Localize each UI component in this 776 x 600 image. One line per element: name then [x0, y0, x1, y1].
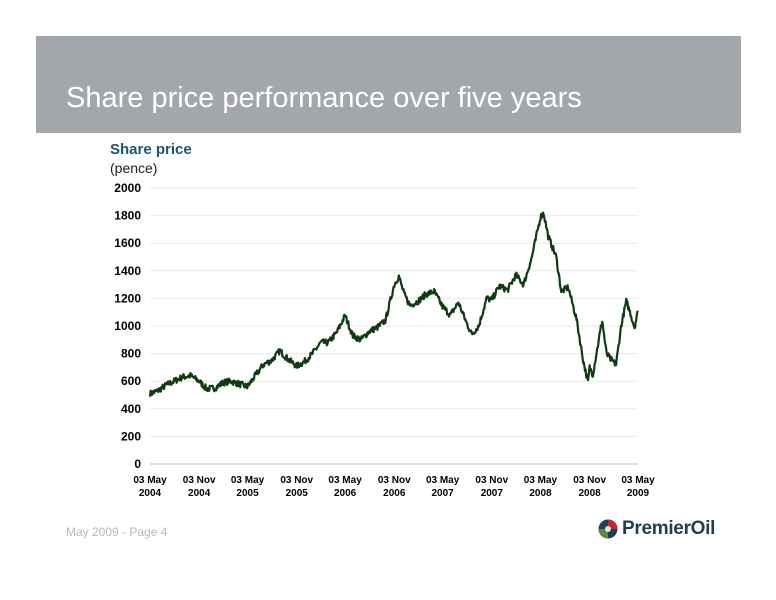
x-tick-label: 03 Nov 2007: [475, 475, 508, 499]
share-price-line: [148, 211, 639, 397]
y-tick-label: 1000: [114, 319, 141, 333]
y-tick-label: 200: [121, 429, 141, 443]
x-tick-label: 03 Nov 2008: [573, 475, 606, 499]
x-tick-label: 03 Nov 2006: [378, 475, 411, 499]
x-tick-label: 03 May 2006: [328, 475, 362, 499]
logo-globe-icon: [598, 519, 618, 539]
x-tick-label: 03 Nov 2004: [183, 475, 216, 499]
y-tick-label: 1600: [114, 236, 141, 250]
x-tick-label: 03 May 2007: [426, 475, 460, 499]
y-axis-unit: (pence): [110, 160, 158, 176]
premier-oil-logo: PremierOil: [598, 516, 715, 542]
y-tick-label: 2000: [114, 181, 141, 195]
y-axis-title: Share price (pence): [110, 140, 192, 178]
y-axis-label: Share price: [110, 141, 192, 158]
y-tick-label: 400: [121, 402, 141, 416]
y-tick-label: 0: [134, 457, 141, 471]
page-footer: May 2009 - Page 4: [66, 525, 168, 539]
y-tick-label: 800: [121, 347, 141, 361]
y-tick-label: 1800: [114, 209, 141, 223]
y-tick-label: 1200: [114, 291, 141, 305]
x-tick-label: 03 May 2004: [133, 475, 167, 499]
x-tick-label: 03 May 2009: [621, 475, 655, 499]
slide-title: Share price performance over five years: [66, 82, 582, 114]
x-tick-label: 03 May 2005: [231, 475, 265, 499]
logo-text: PremierOil: [622, 518, 716, 539]
x-tick-label: 03 May 2008: [524, 475, 558, 499]
y-tick-label: 1400: [114, 264, 141, 278]
header-band: Share price performance over five years: [36, 36, 741, 133]
y-tick-label: 600: [121, 374, 141, 388]
x-tick-label: 03 Nov 2005: [280, 475, 313, 499]
